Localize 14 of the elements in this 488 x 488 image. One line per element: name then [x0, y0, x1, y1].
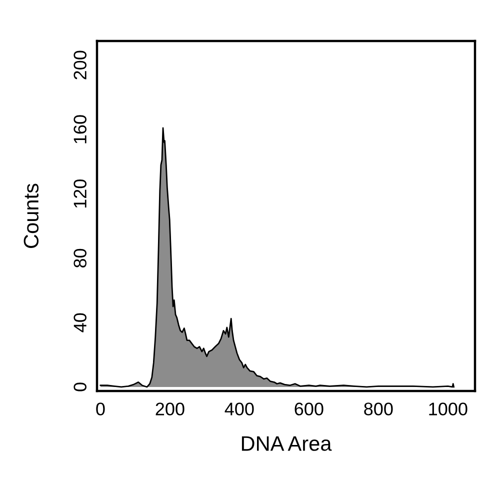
y-tick-label: 80	[74, 248, 86, 268]
y-tick-label: 200	[74, 50, 86, 80]
x-tick-label: 800	[364, 402, 393, 416]
y-tick-label: 160	[74, 115, 86, 144]
y-axis-title: Counts	[24, 184, 39, 248]
x-axis-title: DNA Area	[242, 436, 332, 451]
y-tick-label: 120	[74, 180, 86, 208]
x-tick-label: 1000	[429, 402, 468, 416]
x-tick-label: 600	[294, 402, 324, 416]
y-tick-label: 0	[74, 382, 86, 392]
x-tick-label: 0	[96, 402, 105, 416]
y-tick-label: 40	[74, 313, 86, 332]
x-tick-label: 400	[224, 402, 254, 416]
x-tick-label: 200	[156, 402, 184, 416]
